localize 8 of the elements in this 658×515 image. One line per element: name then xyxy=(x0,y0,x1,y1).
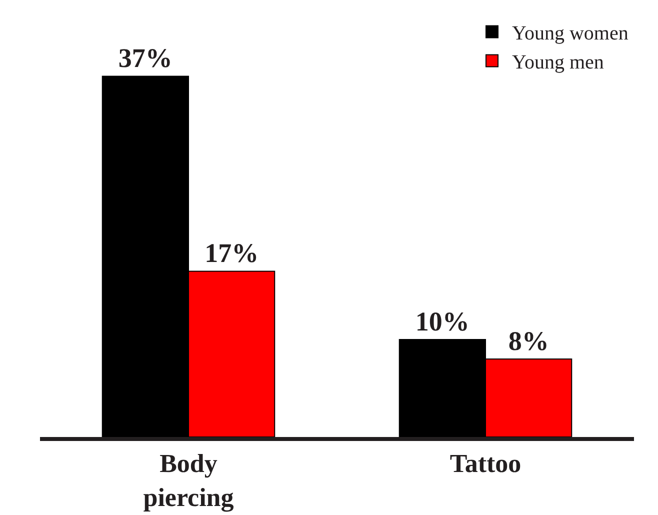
legend-label: Young men xyxy=(512,52,604,74)
data-label: 17% xyxy=(204,238,259,268)
data-label: 37% xyxy=(118,43,172,74)
x-tick-label: Body piercing xyxy=(143,449,234,512)
x-tick-label: Tattoo xyxy=(450,449,522,478)
data-label: 10% xyxy=(415,306,470,336)
legend-label: Young women xyxy=(512,22,628,45)
data-label: 8% xyxy=(508,326,549,356)
